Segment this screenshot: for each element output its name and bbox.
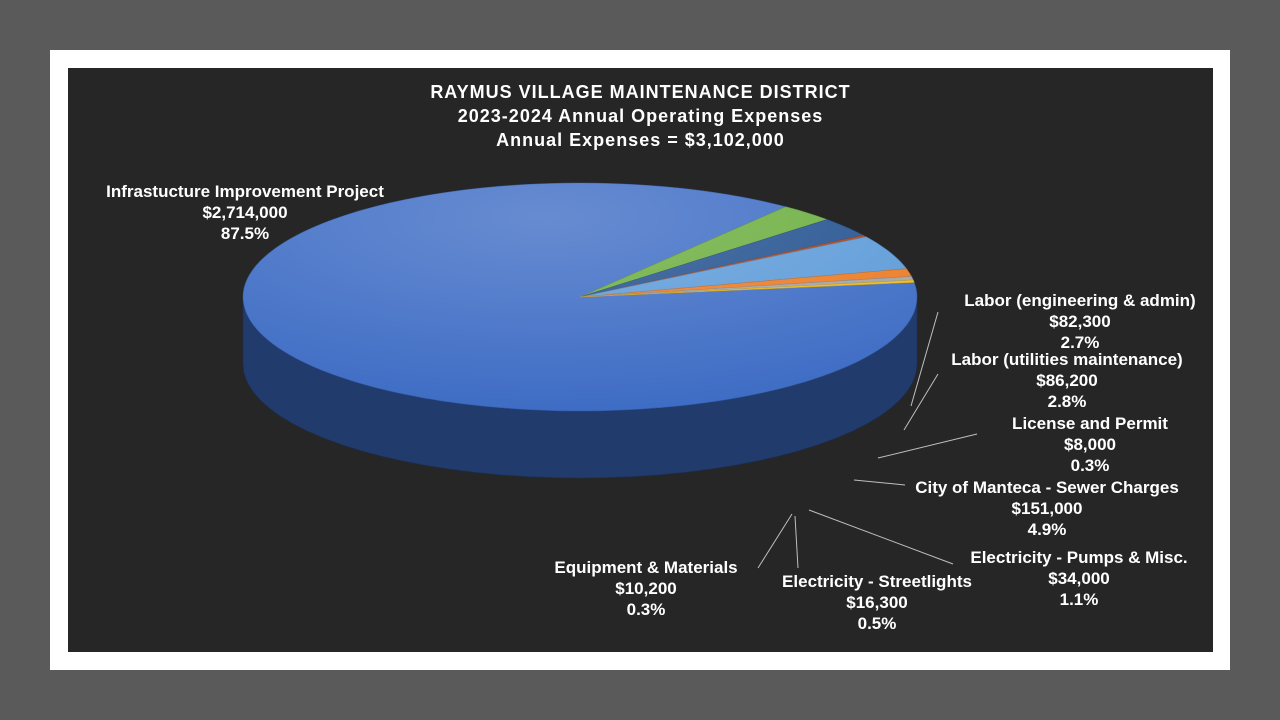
label-percent: 87.5% bbox=[220, 224, 270, 243]
label-percent: 2.8% bbox=[1047, 392, 1087, 411]
label-equipment-materials: Equipment & Materials $10,200 0.3% bbox=[554, 557, 737, 620]
label-name: Labor (utilities maintenance) bbox=[951, 350, 1183, 369]
leader-line bbox=[794, 515, 799, 569]
chart-title-block: RAYMUS VILLAGE MAINTENANCE DISTRICT 2023… bbox=[68, 80, 1213, 152]
label-name: City of Manteca - Sewer Charges bbox=[915, 478, 1179, 497]
label-value: $10,200 bbox=[615, 579, 677, 598]
label-value: $2,714,000 bbox=[202, 203, 288, 222]
label-value: $86,200 bbox=[1036, 371, 1098, 390]
chart-total: Annual Expenses = $3,102,000 bbox=[496, 130, 785, 150]
leader-line bbox=[903, 373, 939, 431]
label-name: License and Permit bbox=[1012, 414, 1168, 433]
pie-chart-svg bbox=[242, 182, 978, 569]
leader-line bbox=[877, 433, 978, 459]
label-value: $16,300 bbox=[846, 593, 908, 612]
label-electricity-pumps: Electricity - Pumps & Misc. $34,000 1.1% bbox=[970, 547, 1187, 610]
label-percent: 4.9% bbox=[1027, 520, 1067, 539]
leader-line bbox=[808, 509, 954, 565]
leader-line bbox=[853, 479, 906, 486]
label-percent: 2.7% bbox=[1060, 333, 1100, 352]
label-percent: 0.5% bbox=[857, 614, 897, 633]
chart-subtitle: 2023-2024 Annual Operating Expenses bbox=[457, 106, 824, 126]
label-name: Electricity - Pumps & Misc. bbox=[970, 548, 1188, 567]
label-name: Electricity - Streetlights bbox=[782, 572, 972, 591]
label-sewer-charges: City of Manteca - Sewer Charges $151,000… bbox=[915, 477, 1179, 540]
label-value: $8,000 bbox=[1063, 435, 1116, 454]
leader-line bbox=[757, 513, 793, 569]
label-electricity-streetlights: Electricity - Streetlights $16,300 0.5% bbox=[782, 571, 972, 634]
pie-top-highlight bbox=[243, 183, 917, 411]
leader-line bbox=[910, 311, 939, 407]
label-labor-engineering: Labor (engineering & admin) $82,300 2.7% bbox=[964, 290, 1195, 353]
chart-title: RAYMUS VILLAGE MAINTENANCE DISTRICT bbox=[430, 82, 851, 102]
label-infrastructure: Infrastucture Improvement Project $2,714… bbox=[106, 181, 384, 244]
chart-panel: RAYMUS VILLAGE MAINTENANCE DISTRICT 2023… bbox=[68, 68, 1213, 652]
chart-frame: RAYMUS VILLAGE MAINTENANCE DISTRICT 2023… bbox=[50, 50, 1230, 670]
label-value: $151,000 bbox=[1011, 499, 1083, 518]
label-name: Infrastucture Improvement Project bbox=[106, 182, 384, 201]
label-name: Equipment & Materials bbox=[554, 558, 738, 577]
label-name: Labor (engineering & admin) bbox=[964, 291, 1196, 310]
label-license-permit: License and Permit $8,000 0.3% bbox=[1012, 413, 1168, 476]
label-value: $34,000 bbox=[1048, 569, 1110, 588]
label-percent: 1.1% bbox=[1059, 590, 1099, 609]
label-percent: 0.3% bbox=[626, 600, 666, 619]
label-percent: 0.3% bbox=[1070, 456, 1110, 475]
label-labor-utilities: Labor (utilities maintenance) $86,200 2.… bbox=[951, 349, 1182, 412]
label-value: $82,300 bbox=[1049, 312, 1111, 331]
